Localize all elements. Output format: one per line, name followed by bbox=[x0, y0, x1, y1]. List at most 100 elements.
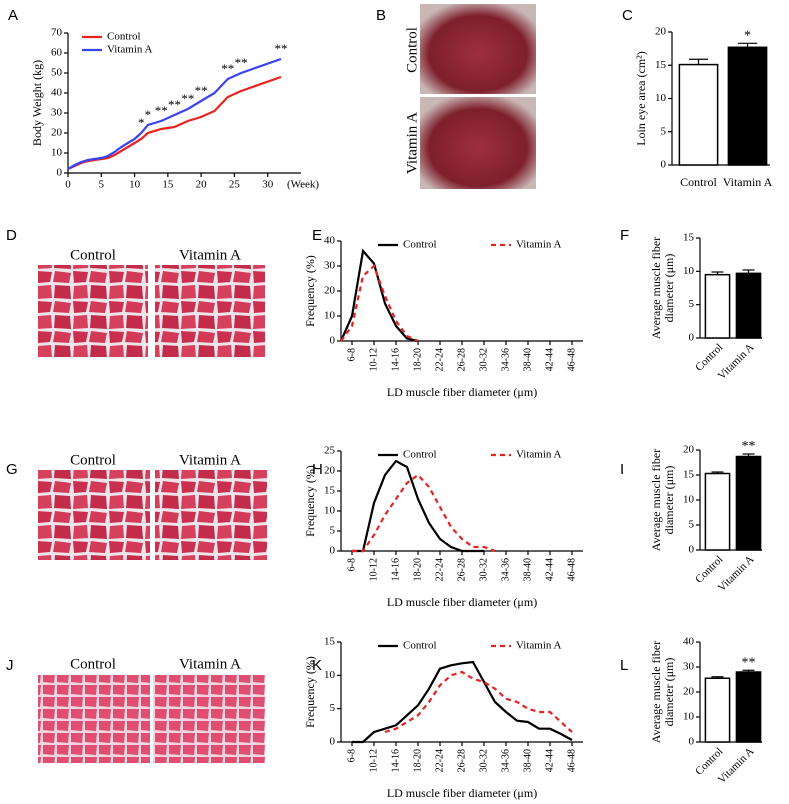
y-axis-label: Frequency (%) bbox=[303, 656, 317, 728]
significance-mark: ** bbox=[155, 103, 168, 118]
x-tick-label: 20 bbox=[196, 179, 208, 191]
x-tick-label: 46-48 bbox=[566, 558, 577, 581]
y-axis-label: diameter (μm) bbox=[662, 658, 676, 727]
y-tick-label: 40 bbox=[51, 87, 63, 99]
y-axis-label: Body Weight (kg) bbox=[30, 60, 44, 146]
photo-label: Vitamin A bbox=[179, 656, 241, 672]
significance-mark: * bbox=[138, 115, 145, 130]
x-tick-label: 30-32 bbox=[478, 348, 489, 371]
x-tick-label: 18-20 bbox=[412, 348, 423, 371]
y-axis-label: diameter (μm) bbox=[662, 466, 676, 535]
y-tick-label: 10 bbox=[324, 310, 336, 322]
y-tick-label: 0 bbox=[661, 159, 667, 171]
y-tick-label: 40 bbox=[324, 235, 336, 247]
x-axis-label: (Week) bbox=[287, 179, 319, 191]
x-tick-label: 42-44 bbox=[544, 348, 555, 371]
panel-label: C bbox=[622, 7, 633, 24]
y-tick-label: 0 bbox=[689, 736, 695, 748]
x-tick-label: 42-44 bbox=[544, 749, 555, 772]
x-tick-label: 10 bbox=[129, 179, 141, 191]
y-axis-label: Frequency (%) bbox=[303, 255, 317, 327]
x-tick-label: 6-8 bbox=[346, 348, 357, 361]
photo bbox=[38, 470, 150, 560]
x-tick-label: 25 bbox=[229, 179, 241, 191]
significance-mark: ** bbox=[275, 41, 288, 56]
x-tick-label: Vitamin A bbox=[723, 175, 773, 189]
bar bbox=[727, 46, 768, 166]
y-tick-label: 25 bbox=[324, 445, 336, 457]
y-tick-label: 40 bbox=[683, 636, 695, 648]
x-tick-label: 14-16 bbox=[390, 348, 401, 371]
y-tick-label: 30 bbox=[683, 661, 695, 673]
x-tick-label: 22-24 bbox=[434, 348, 445, 371]
series-line bbox=[339, 248, 419, 343]
bar bbox=[678, 63, 719, 166]
y-tick-label: 20 bbox=[683, 686, 695, 698]
y-tick-label: 20 bbox=[324, 465, 336, 477]
significance-mark: * bbox=[744, 29, 751, 44]
x-tick-label: 30-32 bbox=[478, 558, 489, 581]
y-tick-label: 15 bbox=[683, 469, 695, 481]
y-tick-label: 5 bbox=[330, 702, 336, 714]
panel-label: A bbox=[8, 7, 18, 24]
photo-label: Vitamin A bbox=[179, 247, 241, 263]
x-axis-label: LD muscle fiber diameter (μm) bbox=[387, 595, 537, 609]
x-tick-label: 34-36 bbox=[500, 348, 511, 371]
photo bbox=[155, 470, 267, 560]
y-tick-label: 5 bbox=[330, 525, 336, 537]
x-tick-label: 0 bbox=[65, 179, 71, 191]
y-tick-label: 20 bbox=[683, 444, 695, 456]
y-tick-label: 10 bbox=[683, 265, 695, 277]
x-tick-label: 14-16 bbox=[390, 749, 401, 772]
panel-label: F bbox=[620, 227, 629, 244]
y-tick-label: 0 bbox=[689, 544, 695, 556]
bar bbox=[704, 273, 731, 339]
series-line bbox=[340, 264, 419, 343]
series-line bbox=[67, 57, 282, 170]
x-tick-label: 10-12 bbox=[368, 749, 379, 772]
significance-mark: ** bbox=[168, 97, 181, 112]
y-tick-label: 0 bbox=[330, 736, 336, 748]
photo bbox=[38, 675, 150, 763]
y-tick-label: 70 bbox=[51, 27, 63, 39]
panel-label: H bbox=[312, 461, 323, 478]
significance-mark: ** bbox=[742, 655, 756, 670]
y-tick-label: 5 bbox=[689, 298, 695, 310]
series-line bbox=[352, 660, 573, 744]
x-tick-label: 18-20 bbox=[412, 749, 423, 772]
y-tick-label: 5 bbox=[661, 125, 667, 137]
y-axis-label: Average muscle fiber bbox=[649, 237, 663, 339]
legend-label: Vitamin A bbox=[516, 449, 562, 461]
bar bbox=[735, 455, 762, 551]
photo-label: Control bbox=[70, 452, 116, 468]
x-tick-label: 6-8 bbox=[346, 558, 357, 571]
y-tick-label: 10 bbox=[51, 147, 63, 159]
panel-label: B bbox=[376, 7, 386, 24]
y-tick-label: 15 bbox=[324, 636, 336, 648]
photo bbox=[38, 265, 148, 357]
x-tick-label: 18-20 bbox=[412, 558, 423, 581]
bar bbox=[704, 472, 731, 551]
significance-mark: ** bbox=[181, 91, 194, 106]
y-tick-label: 0 bbox=[57, 167, 63, 179]
y-tick-label: 20 bbox=[324, 285, 336, 297]
y-tick-label: 5 bbox=[689, 519, 695, 531]
x-tick-label: 10-12 bbox=[368, 558, 379, 581]
y-tick-label: 10 bbox=[324, 505, 336, 517]
x-tick-label: 30 bbox=[262, 179, 274, 191]
y-tick-label: 0 bbox=[330, 335, 336, 347]
x-tick-label: 42-44 bbox=[544, 558, 555, 581]
x-tick-label: 38-40 bbox=[522, 348, 533, 371]
photo-label: Vitamin A bbox=[179, 452, 241, 468]
x-tick-label: 22-24 bbox=[434, 558, 445, 581]
x-tick-label: 26-28 bbox=[456, 749, 467, 772]
y-tick-label: 15 bbox=[683, 232, 695, 244]
y-tick-label: 10 bbox=[324, 669, 336, 681]
y-tick-label: 10 bbox=[683, 711, 695, 723]
y-tick-label: 30 bbox=[51, 107, 63, 119]
legend-label: Control bbox=[107, 31, 141, 43]
y-axis-label: Average muscle fiber bbox=[649, 449, 663, 551]
photo-label: Vitamin A bbox=[404, 112, 420, 174]
significance-mark: * bbox=[145, 107, 152, 122]
